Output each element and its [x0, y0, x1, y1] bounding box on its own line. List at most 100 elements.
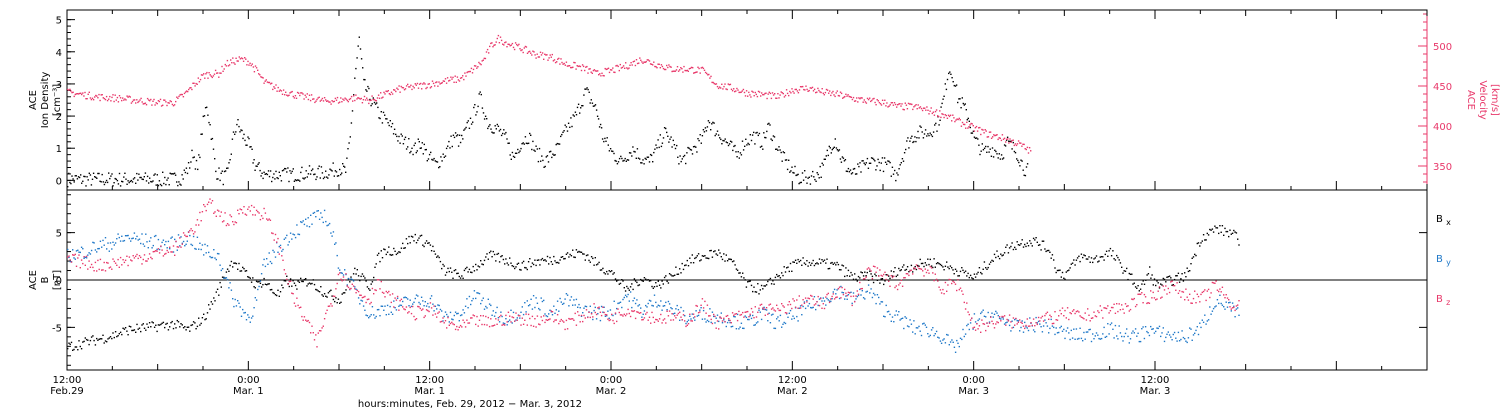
point-velocity [410, 84, 412, 86]
point-bx [564, 257, 566, 260]
point-velocity [434, 85, 436, 87]
point-bx [1027, 245, 1030, 247]
point-velocity [931, 112, 933, 115]
point-velocity [845, 93, 847, 95]
point-bz [229, 214, 231, 216]
point-bx [895, 275, 897, 278]
point-bx [797, 258, 799, 261]
point-bz [762, 307, 764, 309]
point-bz [117, 258, 119, 261]
point-density [350, 122, 353, 124]
point-by [1191, 339, 1193, 341]
point-density [789, 171, 791, 173]
point-bx [428, 242, 430, 244]
point-velocity [789, 90, 791, 93]
point-by [1114, 324, 1117, 327]
point-density [450, 135, 452, 137]
point-bz [102, 269, 104, 271]
point-density [593, 105, 596, 107]
point-density [182, 178, 184, 180]
point-by [736, 313, 739, 316]
point-density [585, 88, 587, 90]
point-velocity [75, 93, 77, 95]
point-by [626, 296, 628, 298]
point-density [143, 176, 145, 178]
point-density [1020, 159, 1022, 161]
point-bx [587, 254, 589, 256]
point-velocity [116, 96, 119, 99]
point-velocity [380, 92, 382, 94]
point-by [861, 290, 863, 292]
point-bx [658, 284, 661, 286]
point-by [385, 314, 387, 316]
point-bz [1190, 302, 1192, 304]
point-density [980, 150, 982, 152]
point-by [885, 304, 887, 307]
point-bz [1105, 307, 1108, 310]
point-bx [336, 302, 338, 304]
point-velocity [407, 83, 409, 86]
point-velocity [567, 65, 570, 67]
point-by [641, 316, 643, 318]
point-velocity [642, 62, 644, 64]
point-bz [690, 320, 692, 322]
point-velocity [309, 99, 312, 102]
point-density [982, 149, 985, 151]
point-bz [1196, 293, 1198, 295]
point-bz [114, 262, 117, 264]
point-velocity [579, 65, 582, 68]
point-density [118, 172, 121, 175]
point-density [697, 138, 699, 140]
point-velocity [821, 88, 823, 90]
point-density [335, 171, 338, 173]
point-velocity [703, 69, 706, 71]
point-bz [143, 254, 146, 256]
point-bx [334, 300, 336, 303]
point-density [679, 155, 681, 157]
point-bz [472, 314, 474, 316]
point-bz [857, 293, 860, 295]
point-velocity [152, 100, 154, 102]
point-density [524, 136, 527, 138]
point-bz [726, 314, 729, 317]
point-by [310, 214, 312, 216]
point-bx [720, 256, 722, 258]
point-by [83, 257, 85, 259]
point-bx [938, 262, 940, 265]
point-bx [866, 271, 868, 274]
point-by [496, 306, 498, 309]
point-bx [826, 258, 828, 260]
point-velocity [532, 50, 534, 52]
point-bz [752, 311, 754, 313]
point-density [820, 176, 822, 178]
point-bz [734, 313, 736, 315]
point-bz [715, 327, 717, 329]
point-bx [900, 269, 902, 271]
point-by [407, 298, 409, 300]
point-velocity [391, 93, 394, 95]
point-bz [1226, 297, 1229, 299]
point-bx [442, 263, 444, 266]
point-bz [434, 313, 437, 315]
point-by [1144, 326, 1147, 328]
point-velocity [314, 101, 316, 104]
point-by [123, 239, 126, 242]
point-bz [502, 323, 505, 326]
point-by [458, 320, 460, 322]
point-density [865, 162, 867, 164]
point-bz [278, 253, 280, 255]
point-by [1044, 319, 1046, 321]
point-density [614, 159, 616, 162]
point-bx [575, 249, 578, 251]
point-bx [752, 290, 754, 293]
point-bz [1230, 308, 1232, 310]
point-bz [395, 299, 398, 301]
point-density [751, 134, 754, 136]
point-velocity [675, 69, 678, 71]
point-by [92, 241, 94, 244]
point-bz [437, 312, 439, 314]
point-velocity [480, 63, 482, 66]
series-density [67, 36, 1029, 188]
point-velocity [353, 95, 355, 97]
point-density [796, 174, 798, 176]
